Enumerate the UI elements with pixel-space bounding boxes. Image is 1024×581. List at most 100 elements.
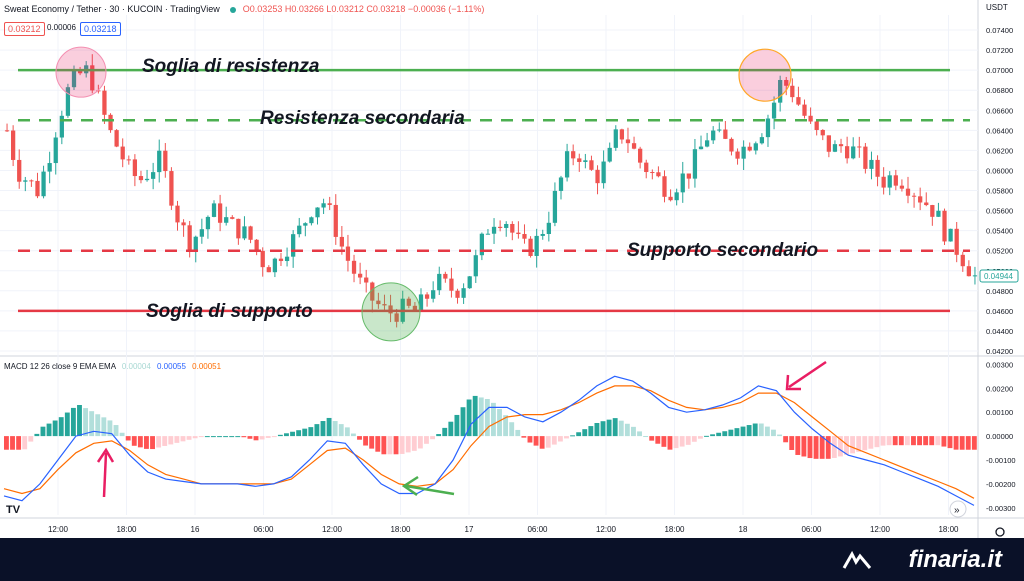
macd-histogram-bar bbox=[204, 436, 210, 438]
candle-body bbox=[887, 175, 892, 188]
candle-body bbox=[680, 173, 685, 193]
time-tick-label: 12:00 bbox=[596, 525, 617, 534]
candle-body bbox=[741, 146, 746, 159]
time-tick-label: 12:00 bbox=[870, 525, 891, 534]
scroll-right-button[interactable]: » bbox=[949, 500, 967, 518]
settings-gear-icon[interactable] bbox=[995, 527, 1005, 537]
candle-body bbox=[230, 217, 235, 219]
candle-body bbox=[272, 258, 278, 273]
macd-histogram-bar bbox=[77, 404, 82, 437]
macd-histogram-bar bbox=[911, 436, 916, 446]
candle-body bbox=[905, 188, 911, 196]
symbol-title: Sweat Economy / Tether · 30 · KUCOIN · T… bbox=[4, 4, 220, 14]
resistance-touch-circle bbox=[738, 48, 792, 102]
time-tick-label: 06:00 bbox=[801, 525, 822, 534]
macd-histogram-bar bbox=[308, 427, 314, 437]
macd-histogram-bar bbox=[521, 436, 527, 438]
macd-histogram-bar bbox=[46, 423, 52, 437]
candle-body bbox=[291, 234, 296, 257]
macd-histogram-bar bbox=[673, 436, 679, 449]
time-tick-label: 18:00 bbox=[938, 525, 959, 534]
macd-histogram-bar bbox=[886, 436, 892, 446]
macd-histogram-bar bbox=[472, 395, 478, 437]
candle-body bbox=[96, 90, 101, 92]
candle-body bbox=[717, 129, 722, 131]
candle-body bbox=[254, 239, 259, 251]
macd-histogram-bar bbox=[850, 436, 856, 454]
macd-histogram-bar bbox=[28, 436, 34, 442]
macd-histogram-bar bbox=[716, 432, 722, 437]
candle-body bbox=[613, 129, 618, 148]
macd-hist-value: 0.00004 bbox=[121, 362, 151, 371]
time-tick-label: 16 bbox=[191, 525, 200, 534]
macd-histogram-bar bbox=[156, 436, 162, 448]
candle-body bbox=[686, 173, 691, 179]
candle-body bbox=[181, 222, 186, 226]
macd-histogram-bar bbox=[95, 414, 101, 437]
candle-body bbox=[29, 180, 34, 182]
macd-histogram-bar bbox=[424, 436, 429, 444]
candle-body bbox=[784, 79, 789, 86]
time-tick-label: 12:00 bbox=[322, 525, 343, 534]
candle-body bbox=[972, 275, 978, 277]
candle-body bbox=[625, 139, 631, 144]
macd-histogram-bar bbox=[947, 436, 953, 449]
macd-histogram-bar bbox=[137, 436, 143, 448]
candle-body bbox=[461, 288, 466, 298]
footer-bar: finaria.it bbox=[0, 538, 1024, 581]
macd-histogram-bar bbox=[606, 419, 612, 437]
candle-body bbox=[881, 176, 886, 188]
candle-body bbox=[437, 273, 442, 291]
time-tick-label: 12:00 bbox=[48, 525, 69, 534]
green-arrow bbox=[405, 484, 455, 496]
macd-histogram-bar bbox=[898, 436, 904, 446]
resistance-touch-circle bbox=[55, 46, 107, 98]
macd-histogram-bar bbox=[837, 436, 843, 457]
candle-body bbox=[820, 129, 825, 136]
ohlc-values: O0.03253 H0.03266 L0.03212 C0.03218 −0.0… bbox=[242, 4, 485, 14]
candle-body bbox=[297, 225, 302, 235]
candle-body bbox=[601, 161, 606, 184]
macd-histogram-bar bbox=[722, 431, 728, 437]
macd-histogram-bar bbox=[375, 436, 381, 452]
macd-histogram-bar bbox=[350, 433, 356, 437]
candle-body bbox=[284, 256, 290, 262]
macd-histogram-bar bbox=[241, 436, 247, 438]
macd-histogram-bar bbox=[259, 436, 265, 440]
macd-histogram-bar bbox=[624, 423, 630, 437]
macd-histogram-bar bbox=[460, 407, 466, 437]
candle-body bbox=[729, 138, 734, 152]
macd-histogram-bar bbox=[831, 436, 837, 458]
macd-histogram-bar bbox=[576, 432, 582, 437]
macd-histogram-bar bbox=[113, 425, 119, 437]
candle-body bbox=[619, 129, 625, 140]
candle-body bbox=[211, 203, 217, 217]
candle-body bbox=[552, 190, 558, 223]
candle-body bbox=[704, 140, 710, 147]
candle-body bbox=[47, 163, 52, 172]
macd-histogram-bar bbox=[953, 436, 959, 450]
candle-body bbox=[540, 233, 545, 236]
candle-body bbox=[534, 235, 539, 256]
macd-histogram-bar bbox=[971, 436, 977, 450]
candle-body bbox=[205, 216, 211, 230]
price-tick-label: 0.05200 bbox=[986, 247, 1013, 256]
price-tick-label: 0.04400 bbox=[986, 327, 1013, 336]
macd-tick-label: 0.00100 bbox=[986, 408, 1013, 417]
macd-histogram-bar bbox=[868, 436, 874, 449]
macd-histogram-bar bbox=[296, 430, 302, 437]
candle-body bbox=[844, 146, 850, 159]
time-tick-label: 18:00 bbox=[664, 525, 685, 534]
macd-histogram-bar bbox=[229, 436, 235, 438]
macd-histogram-bar bbox=[144, 436, 149, 449]
bid-box[interactable]: 0.03212 bbox=[4, 22, 45, 36]
ask-box[interactable]: 0.03218 bbox=[80, 22, 121, 36]
macd-histogram-bar bbox=[844, 436, 849, 455]
macd-histogram-bar bbox=[509, 422, 515, 437]
macd-histogram-bar bbox=[381, 436, 387, 455]
macd-tick-label: 0.00000 bbox=[986, 432, 1013, 441]
candle-body bbox=[644, 162, 649, 173]
candle-body bbox=[851, 146, 856, 159]
candle-body bbox=[144, 178, 150, 181]
